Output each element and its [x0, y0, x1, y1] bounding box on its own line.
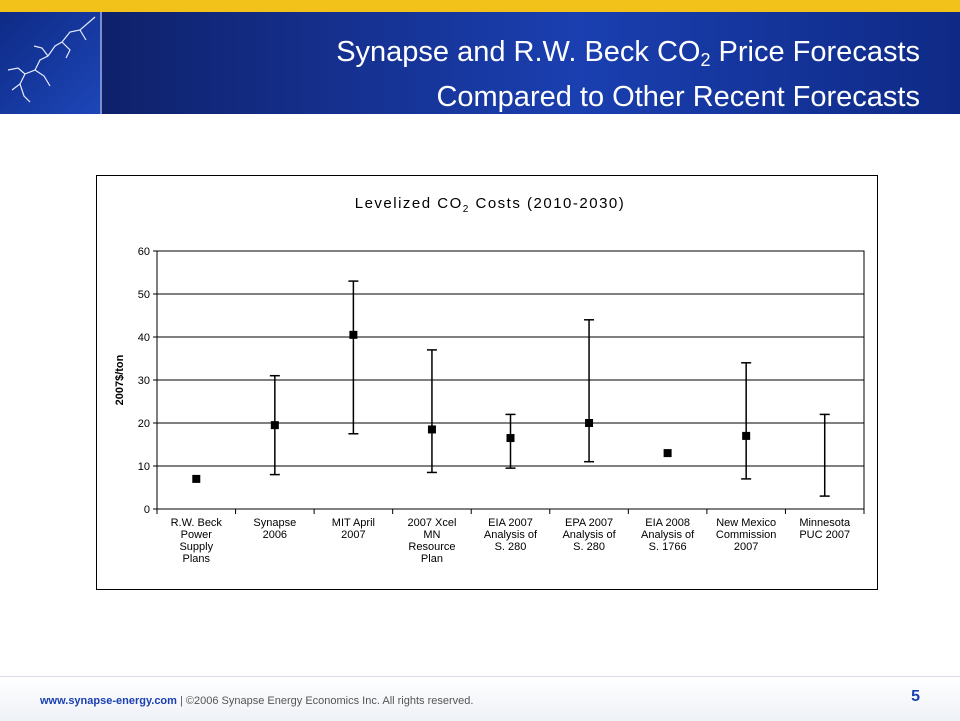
x-tick-label: EIA 2007 Analysis of S. 280 — [484, 517, 538, 553]
x-tick-label: Synapse 2006 — [253, 517, 296, 541]
data-point-marker — [663, 449, 672, 458]
title-subscript: 2 — [700, 50, 711, 70]
y-tick-label: 40 — [138, 332, 150, 344]
x-tick-label: Minnesota PUC 2007 — [799, 517, 851, 541]
footer: www.synapse-energy.com | ©2006 Synapse E… — [40, 695, 473, 707]
x-tick-label: 2007 Xcel MN Resource Plan — [407, 517, 456, 565]
top-accent-bar — [0, 0, 960, 12]
x-tick-label: New Mexico Commission 2007 — [716, 517, 777, 553]
co2-cost-chart: Levelized CO2 Costs (2010-2030) 2007$/to… — [114, 195, 865, 565]
data-point-marker — [742, 431, 751, 440]
x-tick-label: EIA 2008 Analysis of S. 1766 — [641, 517, 695, 553]
slide-header: Synapse and R.W. Beck CO2 Price Forecast… — [0, 12, 960, 114]
synapse-neuron-icon — [7, 16, 96, 103]
data-point-marker — [506, 434, 515, 443]
title-line2-text: Compared to Other Recent Forecasts — [436, 81, 920, 113]
y-tick-label: 60 — [138, 246, 150, 258]
title-line1-text: Synapse and R.W. Beck CO — [336, 36, 701, 68]
data-point-marker — [270, 421, 279, 430]
y-tick-label: 50 — [138, 289, 150, 301]
data-point-marker — [192, 474, 201, 483]
plot-area: 0 10 20 30 40 50 60 R.W. Beck Power Supply Plans Sy… — [138, 246, 865, 565]
x-tick-label: MIT April 2007 — [332, 517, 375, 541]
footer-copyright: ©2006 Synapse Energy Economics Inc. All … — [185, 695, 474, 707]
y-tick-label: 20 — [138, 418, 150, 430]
chart-frame: Levelized CO2 Costs (2010-2030) 2007$/to… — [96, 175, 878, 590]
y-tick-label: 0 — [144, 504, 150, 516]
y-axis-label: 2007$/ton — [114, 354, 126, 405]
data-point-marker — [349, 330, 358, 339]
footer-separator: | — [180, 695, 183, 707]
data-point-marker — [585, 419, 594, 427]
x-tick-label: R.W. Beck Power Supply Plans — [171, 517, 223, 565]
footer-website-link[interactable]: www.synapse-energy.com — [40, 695, 177, 707]
footer-band — [0, 676, 960, 721]
slide-title: Synapse and R.W. Beck CO2 Price Forecast… — [336, 34, 920, 116]
title-line1-suffix: Price Forecasts — [710, 36, 920, 68]
x-tick-label: EPA 2007 Analysis of S. 280 — [562, 517, 616, 553]
page-number: 5 — [911, 688, 920, 705]
data-point-marker — [427, 425, 436, 434]
y-tick-label: 30 — [138, 375, 150, 387]
chart-title: Levelized CO2 Costs (2010-2030) — [355, 195, 626, 215]
y-tick-label: 10 — [138, 461, 150, 473]
plot-border — [156, 250, 865, 510]
synapse-logo — [0, 12, 102, 114]
